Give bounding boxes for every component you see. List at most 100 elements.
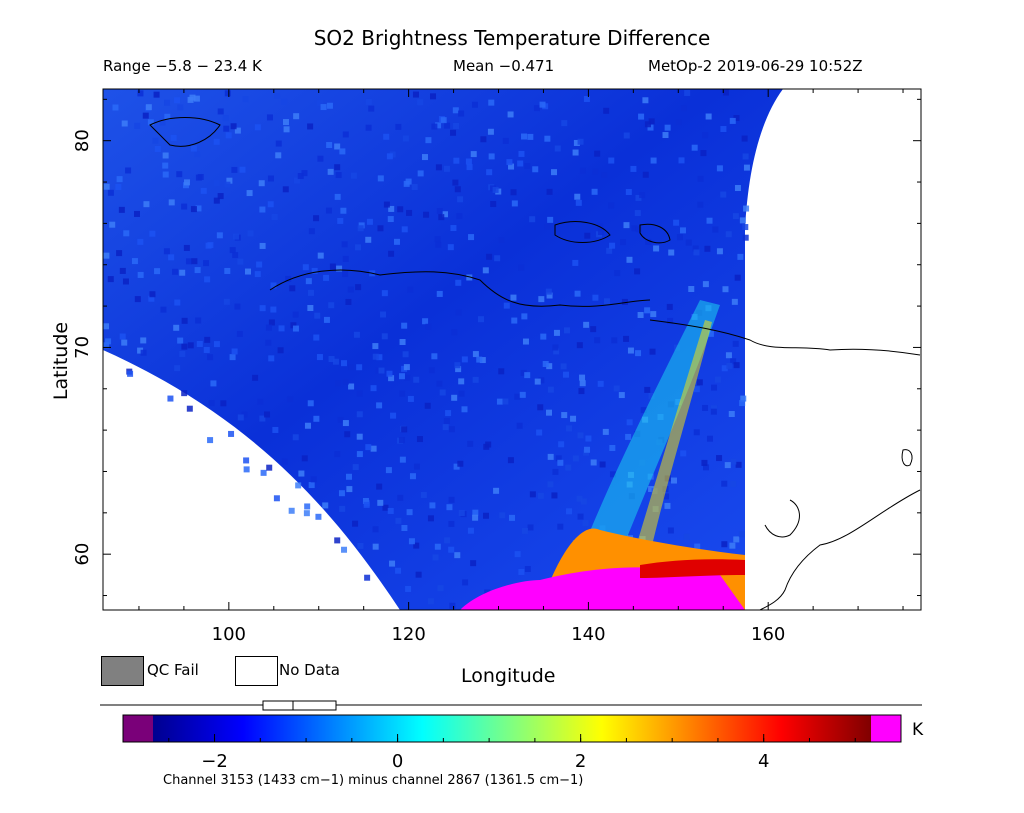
pixel-cell — [739, 217, 746, 224]
pixel-cell — [430, 93, 437, 100]
pixel-cell — [448, 546, 455, 553]
pixel-cell — [372, 343, 379, 350]
pixel-cell — [508, 163, 515, 170]
pixel-cell — [644, 121, 651, 128]
pixel-cell — [436, 290, 443, 297]
pixel-cell — [365, 98, 372, 105]
pixel-cell — [252, 374, 259, 381]
pixel-cell — [288, 507, 295, 514]
pixel-cell — [447, 244, 454, 251]
pixel-cell — [625, 433, 632, 440]
pixel-cell — [700, 150, 707, 157]
pixel-cell — [145, 104, 152, 111]
pixel-cell — [507, 111, 514, 118]
pixel-cell — [555, 455, 562, 462]
pixel-cell — [107, 189, 114, 196]
pixel-cell — [630, 165, 637, 172]
pixel-cell — [204, 336, 211, 343]
colorbar-frame — [122, 714, 902, 743]
pixel-cell — [701, 459, 708, 466]
pixel-cell — [720, 126, 727, 133]
pixel-cell — [514, 393, 521, 400]
pixel-cell — [259, 242, 266, 249]
pixel-cell — [675, 119, 682, 126]
pixel-cell — [627, 347, 634, 354]
pixel-cell — [383, 201, 390, 208]
pixel-cell — [363, 501, 370, 508]
pixel-cell — [579, 374, 586, 381]
pixel-cell — [725, 231, 732, 238]
pixel-cell — [538, 377, 545, 384]
pixel-cell — [602, 428, 609, 435]
pixel-cell — [313, 415, 320, 422]
pixel-cell — [518, 150, 525, 157]
pixel-cell — [697, 175, 704, 182]
pixel-cell — [137, 238, 144, 245]
so2-plume-core — [460, 567, 745, 610]
pixel-cell — [190, 206, 197, 213]
pixel-cell — [697, 201, 704, 208]
pixel-cell — [443, 165, 450, 172]
pixel-cell — [710, 408, 717, 415]
chart-title: SO2 Brightness Temperature Difference — [313, 26, 711, 50]
pixel-cell — [592, 168, 599, 175]
pixel-cell — [336, 265, 343, 272]
pixel-cell — [448, 426, 455, 433]
pixel-cell — [552, 344, 559, 351]
colorbar-tick-label: 4 — [758, 751, 769, 772]
pixel-cell — [566, 425, 573, 432]
pixel-cell — [516, 422, 523, 429]
pixel-cell — [341, 546, 348, 553]
pixel-cell — [427, 598, 434, 605]
y-tick-label: 60 — [72, 543, 93, 566]
pixel-cell — [684, 89, 691, 96]
pixel-cell — [609, 444, 616, 451]
pixel-cell — [301, 455, 308, 462]
pixel-cell — [458, 390, 465, 397]
pixel-cell — [738, 531, 745, 538]
pixel-cell — [448, 496, 455, 503]
pixel-cell — [267, 175, 274, 182]
pixel-cell — [398, 373, 405, 380]
qc-fail-label: QC Fail — [147, 661, 199, 679]
pixel-cell — [317, 252, 324, 259]
pixel-cell — [137, 90, 144, 97]
pixel-cell — [421, 154, 428, 161]
colorbar-tick-label: 2 — [575, 751, 586, 772]
pixel-cell — [335, 172, 342, 179]
pixel-cell — [645, 238, 652, 245]
pixel-cell — [711, 405, 718, 412]
pixel-cell — [635, 350, 642, 357]
pixel-cell — [611, 337, 618, 344]
pixel-cell — [196, 340, 203, 347]
pixel-cell — [676, 234, 683, 241]
pixel-cell — [429, 502, 436, 509]
pixel-cell — [667, 527, 674, 534]
pixel-cell — [304, 422, 311, 429]
pixel-cell — [417, 99, 424, 106]
pixel-cell — [455, 279, 462, 286]
pixel-cell — [472, 376, 479, 383]
pixel-cell — [734, 185, 741, 192]
pixel-cell — [365, 444, 372, 451]
pixel-cell — [334, 193, 341, 200]
pixel-cell — [716, 455, 723, 462]
pixel-cell — [176, 171, 183, 178]
pixel-cell — [383, 133, 390, 140]
pixel-cell — [510, 189, 517, 196]
pixel-cell — [733, 536, 740, 543]
pixel-cell — [116, 250, 123, 257]
pixel-cell — [334, 451, 341, 458]
pixel-cell — [653, 245, 660, 252]
colorbar-unit: K — [912, 720, 924, 740]
pixel-cell — [440, 117, 447, 124]
pixel-cell — [638, 113, 645, 120]
pixel-cell — [103, 183, 110, 190]
pixel-cell — [308, 482, 315, 489]
pixel-cell — [413, 542, 420, 549]
pixel-cell — [442, 211, 449, 218]
pixel-cell — [386, 153, 393, 160]
pixel-cell — [561, 120, 568, 127]
pixel-cell — [143, 201, 150, 208]
pixel-cell — [527, 524, 534, 531]
